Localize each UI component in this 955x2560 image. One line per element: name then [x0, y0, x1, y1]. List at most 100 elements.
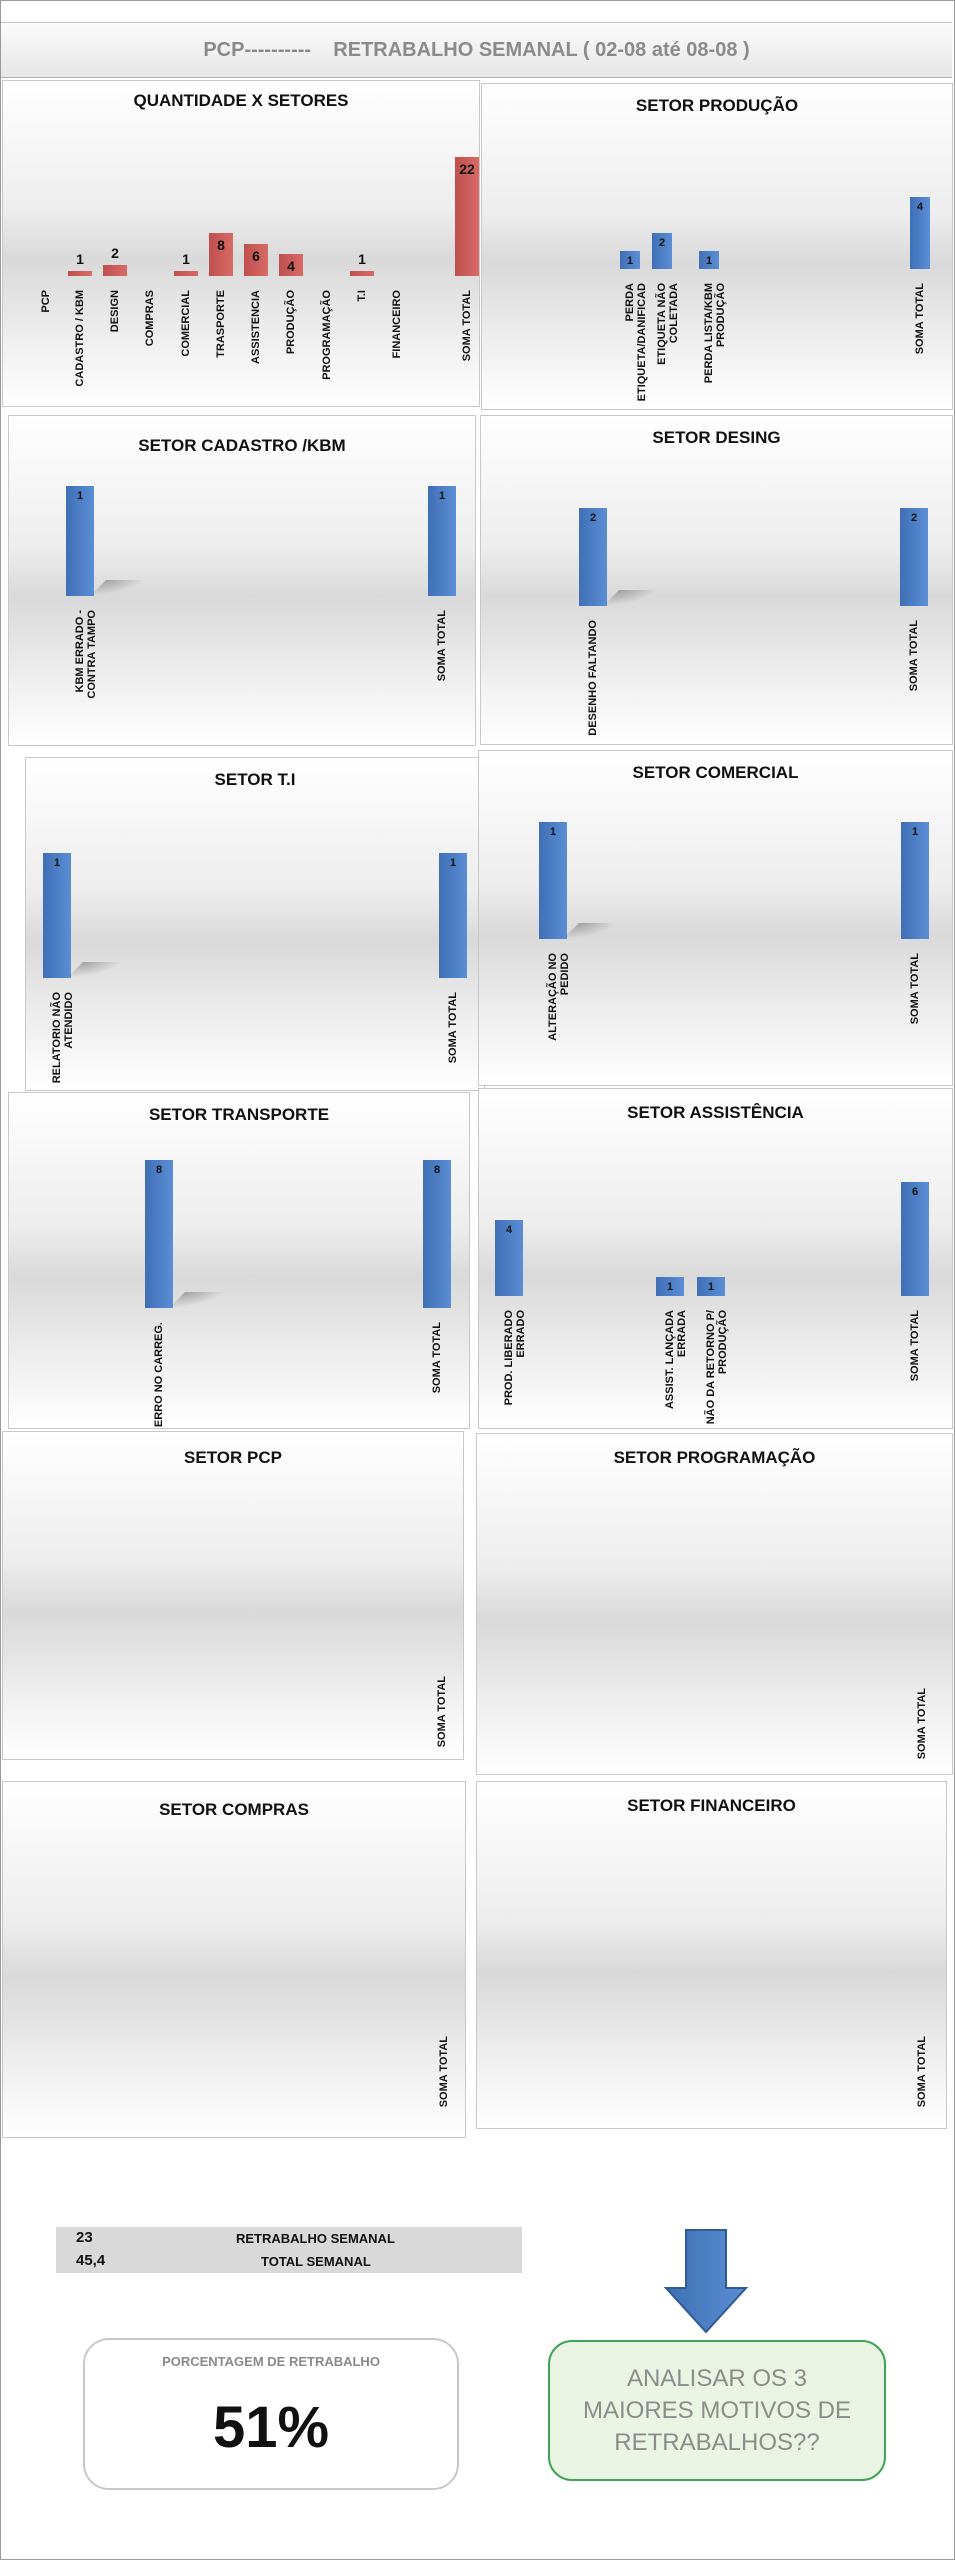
percentage-card: PORCENTAGEM DE RETRABALHO 51%	[83, 2338, 459, 2490]
category-label: ASSIST. LANÇADA ERRADA	[664, 1310, 688, 1410]
chart-title: SETOR CADASTRO /KBM	[138, 436, 346, 455]
category-label: NÃO DA RETORNO P/ PRODUÇÃO	[705, 1310, 729, 1425]
percentage-value: 51%	[212, 2395, 330, 2460]
value-label: 1	[705, 255, 713, 267]
value-label: 1	[707, 1281, 715, 1293]
value-label: 1	[666, 1281, 674, 1293]
category-label: SOMA TOTAL	[461, 290, 473, 362]
value-label: 1	[76, 490, 84, 502]
value-label: 8	[155, 1164, 163, 1176]
chart-title: SETOR DESING	[652, 428, 781, 447]
chart-bar	[174, 270, 198, 276]
chart-bar	[428, 486, 456, 596]
category-label: ETIQUETA NÃO COLETADA	[656, 283, 680, 365]
value-label: 4	[505, 1224, 513, 1236]
chart-bar	[539, 822, 567, 939]
chart-bar	[350, 270, 374, 276]
category-label: DESENHO FALTANDO	[587, 620, 599, 736]
category-label: T.I	[356, 290, 368, 302]
value-label: 1	[182, 250, 190, 267]
category-label: DESIGN	[109, 290, 121, 333]
value-label: 1	[76, 250, 84, 267]
chart-bar	[209, 232, 233, 276]
category-label: SOMA TOTAL	[436, 610, 448, 682]
summary-row-total: 45,4 TOTAL SEMANAL	[56, 2250, 522, 2273]
category-label: SOMA TOTAL	[914, 283, 926, 355]
category-label: PERDA LISTA/KBM PRODUÇÃO	[703, 283, 727, 384]
chart-bar	[900, 508, 928, 606]
summary-label: RETRABALHO SEMANAL	[236, 2231, 395, 2246]
chart-bar	[656, 1277, 684, 1296]
category-label: CADASTRO / KBM	[74, 290, 86, 387]
category-label: PROD. LIBERADO ERRADO	[503, 1310, 527, 1406]
value-label: 1	[549, 826, 557, 838]
summary-value: 23	[76, 2229, 93, 2246]
value-label: 8	[433, 1164, 441, 1176]
value-label: 4	[287, 258, 295, 275]
chart-title: SETOR TRANSPORTE	[148, 1105, 330, 1124]
chart-bar	[439, 853, 467, 978]
chart-bar	[455, 157, 479, 276]
chart-title: SETOR PCP	[184, 1448, 282, 1467]
chart-bar	[279, 254, 303, 276]
category-label: PROGRAMAÇÃO	[321, 290, 333, 380]
chart-panel: SETOR DESING 2 DESENHO FALTANDO 2 SOMA TOTAL	[480, 415, 953, 745]
value-label: 2	[658, 237, 666, 249]
category-label: ALTERAÇÃO NO PEDIDO	[547, 953, 571, 1041]
category-label: PRODUÇÃO	[285, 290, 297, 355]
chart-bar	[699, 251, 719, 269]
value-label: 1	[449, 857, 457, 869]
chart-title: QUANTIDADE X SETORES	[133, 91, 349, 110]
chart-bar	[103, 265, 127, 276]
down-arrow-icon	[664, 2229, 748, 2334]
value-label: 2	[111, 245, 119, 262]
page-title: PCP---------- RETRABALHO SEMANAL ( 02-08…	[1, 22, 952, 78]
chart-bar	[910, 197, 930, 269]
summary-label: TOTAL SEMANAL	[261, 2254, 371, 2269]
chart-bar	[66, 486, 94, 596]
value-label: 8	[217, 236, 225, 253]
callout-text: ANALISAR OS 3 MAIORES MOTIVOS DE RETRABA…	[582, 2364, 852, 2456]
value-label: 1	[626, 255, 634, 267]
value-label: 2	[589, 512, 597, 524]
percentage-title: PORCENTAGEM DE RETRABALHO	[162, 2354, 380, 2369]
category-label: KBM ERRADO - CONTRA TAMPO	[74, 610, 98, 699]
chart-bar	[244, 243, 268, 276]
chart-panel: QUANTIDADE X SETORES PCP 1 CADASTRO / KBM 2 D…	[2, 80, 480, 407]
chart-panel: SETOR COMERCIAL 1 ALTERAÇÃO NO PEDIDO 1 SOMA…	[478, 750, 953, 1086]
chart-bar	[145, 1160, 173, 1308]
category-label: SOMA TOTAL	[909, 953, 921, 1025]
value-label: 1	[438, 490, 446, 502]
summary-row-weekly: 23 RETRABALHO SEMANAL	[56, 2227, 522, 2250]
chart-title: SETOR COMERCIAL	[632, 763, 799, 782]
chart-title: SETOR COMPRAS	[159, 1800, 309, 1819]
chart-title: SETOR PROGRAMAÇÃO	[613, 1448, 816, 1467]
chart-title: SETOR T.I	[214, 770, 296, 789]
bar-shadow	[169, 1292, 225, 1308]
category-label: SOMA TOTAL	[908, 620, 920, 692]
value-label: 6	[252, 247, 260, 264]
category-label: PCP	[40, 290, 52, 313]
value-label: 1	[358, 250, 366, 267]
category-label: TRASPORTE	[215, 290, 227, 358]
bar-shadow	[563, 923, 619, 939]
chart-bar	[495, 1220, 523, 1296]
chart-panel: SETOR ASSISTÊNCIA 4 PROD. LIBERADO ERRADO 1…	[478, 1088, 953, 1429]
value-label: 22	[459, 161, 475, 178]
chart-bar	[620, 251, 640, 269]
category-label: COMERCIAL	[180, 290, 192, 357]
chart-panel: SETOR COMPRAS SOMA TOTAL	[2, 1781, 466, 2138]
chart-panel: SETOR PRODUÇÃO 1 PERDA ETIQUETA/DANIFICAD 2…	[481, 83, 953, 410]
category-label: SOMA TOTAL	[916, 2036, 928, 2108]
value-label: 1	[911, 826, 919, 838]
chart-panel: SETOR CADASTRO /KBM 1 KBM ERRADO - CONTRA …	[8, 415, 476, 746]
chart-panel: SETOR T.I 1 RELATORIO NÃO ATENDIDO 1 SOMA TO…	[25, 757, 485, 1091]
chart-title: SETOR ASSISTÊNCIA	[627, 1103, 804, 1122]
analysis-callout: ANALISAR OS 3 MAIORES MOTIVOS DE RETRABA…	[548, 2340, 886, 2481]
chart-bar	[901, 1182, 929, 1296]
chart-title: SETOR PRODUÇÃO	[635, 96, 799, 115]
chart-panel: SETOR PCP SOMA TOTAL	[2, 1431, 464, 1760]
bar-shadow	[67, 962, 123, 978]
chart-bar	[697, 1277, 725, 1296]
chart-panel: SETOR TRANSPORTE 8 ERRO NO CARREG. 8 SOMA TO…	[8, 1092, 470, 1429]
